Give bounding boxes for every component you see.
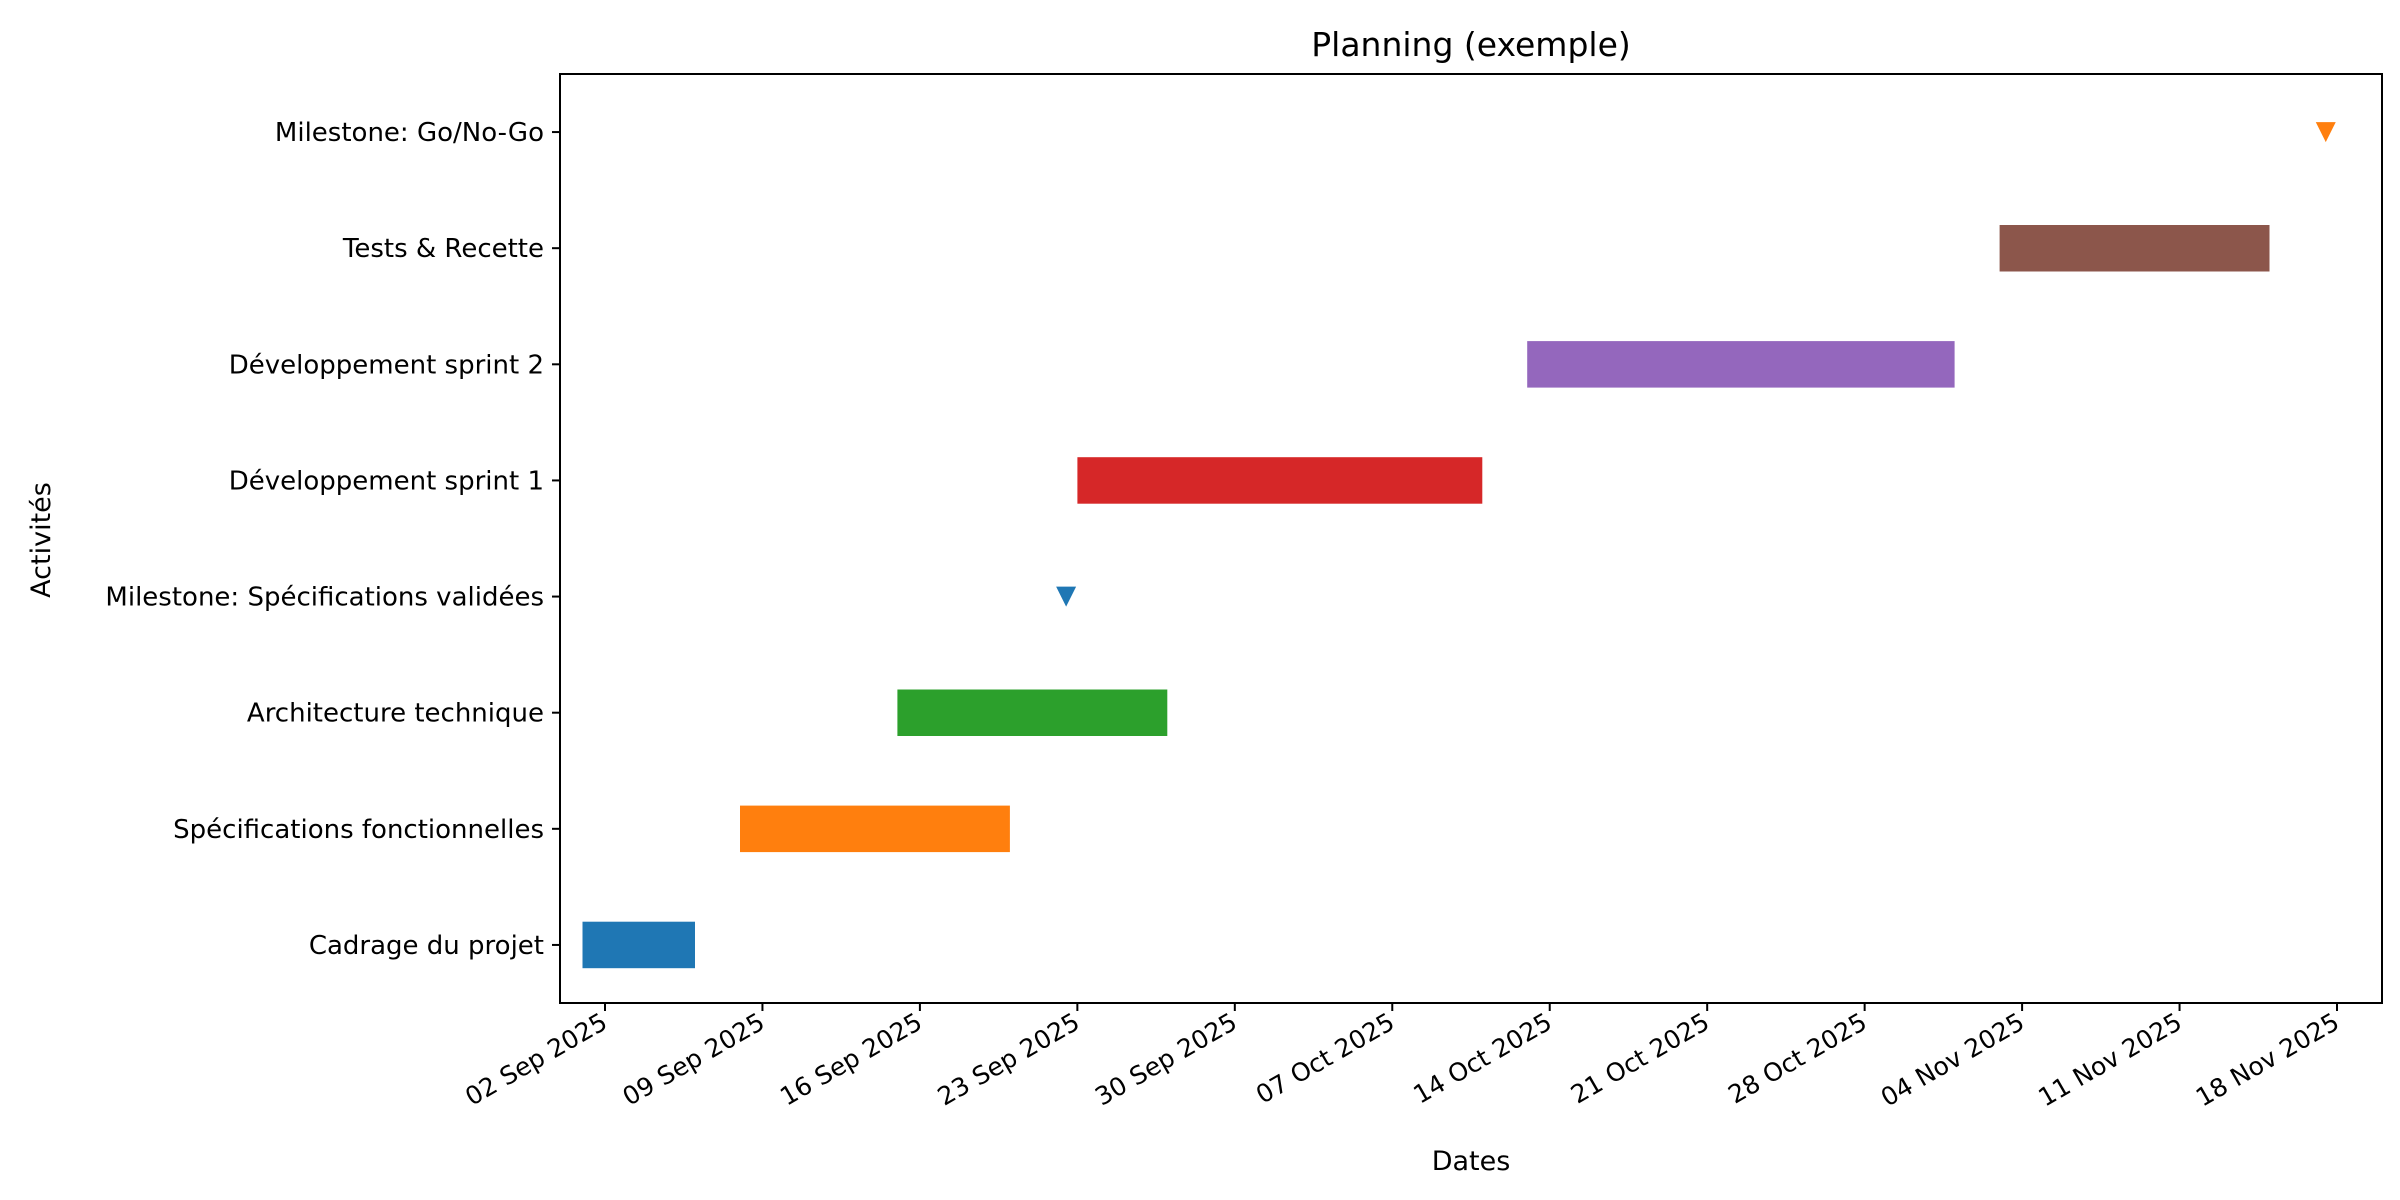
y-tick-label: Spécifications fonctionnelles — [173, 815, 544, 845]
task-bar — [740, 805, 1010, 853]
y-tick-label: Milestone: Spécifications validées — [105, 583, 544, 613]
task-bar — [1527, 341, 1955, 388]
chart-marks — [582, 122, 2336, 969]
task-bar — [1999, 225, 2270, 272]
x-axis-label: Dates — [1432, 1146, 1511, 1177]
chart-title: Planning (exemple) — [1311, 25, 1631, 64]
milestone-marker — [1056, 586, 1077, 607]
plot-frame — [559, 73, 2383, 1004]
y-tick-label: Développement sprint 1 — [229, 466, 544, 496]
task-bar — [582, 921, 695, 969]
y-tick-label: Cadrage du projet — [309, 931, 544, 961]
task-bar — [1077, 457, 1483, 504]
y-tick-label: Développement sprint 2 — [229, 350, 544, 380]
y-axis: Cadrage du projet Spécifications fonction… — [105, 118, 560, 961]
milestone-marker — [2315, 122, 2336, 143]
y-tick-label: Tests & Recette — [342, 234, 544, 264]
y-tick-label: Architecture technique — [247, 699, 544, 729]
y-tick-label: Milestone: Go/No-Go — [275, 118, 544, 148]
y-axis-label: Activités — [26, 482, 57, 598]
task-bar — [897, 689, 1168, 736]
